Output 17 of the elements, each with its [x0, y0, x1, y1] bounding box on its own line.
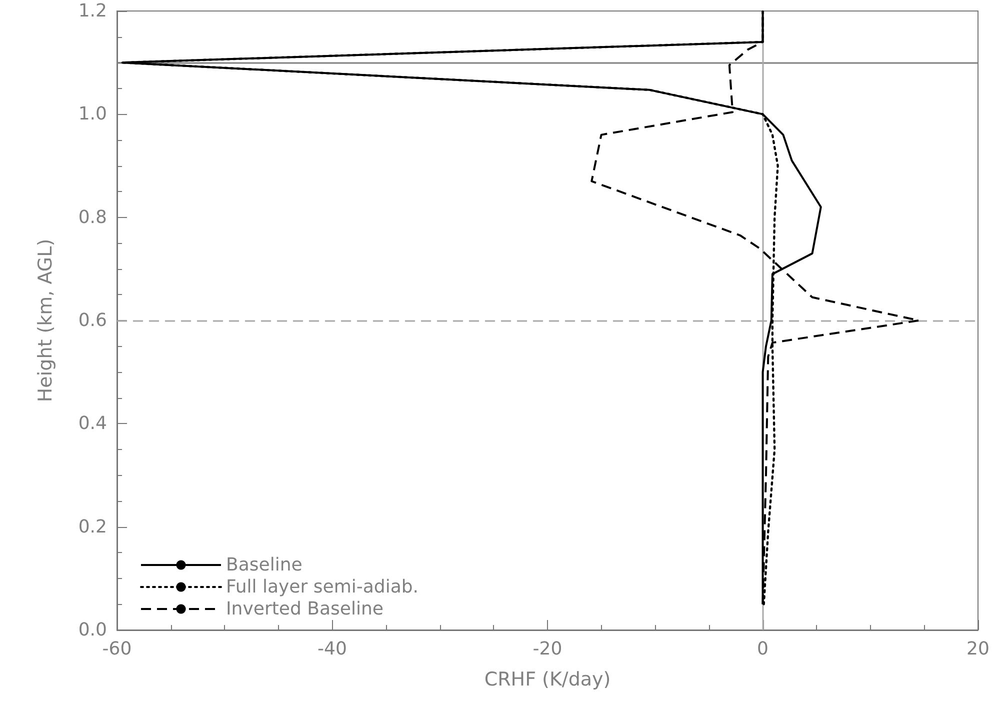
- x-tick-label: 20: [966, 638, 990, 660]
- x-axis-title: CRHF (K/day): [484, 668, 611, 690]
- x-tick-label: 0: [757, 638, 768, 660]
- x-tick-label: -60: [102, 638, 132, 660]
- y-tick-label: 0.6: [78, 310, 107, 331]
- x-tick-label: -20: [532, 638, 562, 660]
- x-tick-label: -40: [318, 638, 347, 660]
- legend-label: Full layer semi-adiab.: [226, 576, 418, 598]
- y-tick-label: 0.8: [78, 206, 107, 228]
- y-axis-title: Height (km, AGL): [34, 238, 56, 402]
- y-tick-label: 0.0: [78, 620, 107, 640]
- y-tick-label: 1.0: [78, 104, 107, 125]
- y-tick-label: 1.2: [78, 0, 107, 22]
- y-tick-label: 0.2: [78, 516, 107, 538]
- legend-label: Baseline: [226, 554, 302, 576]
- y-tick-label: 0.4: [78, 413, 107, 434]
- legend-label: Inverted Baseline: [226, 598, 384, 620]
